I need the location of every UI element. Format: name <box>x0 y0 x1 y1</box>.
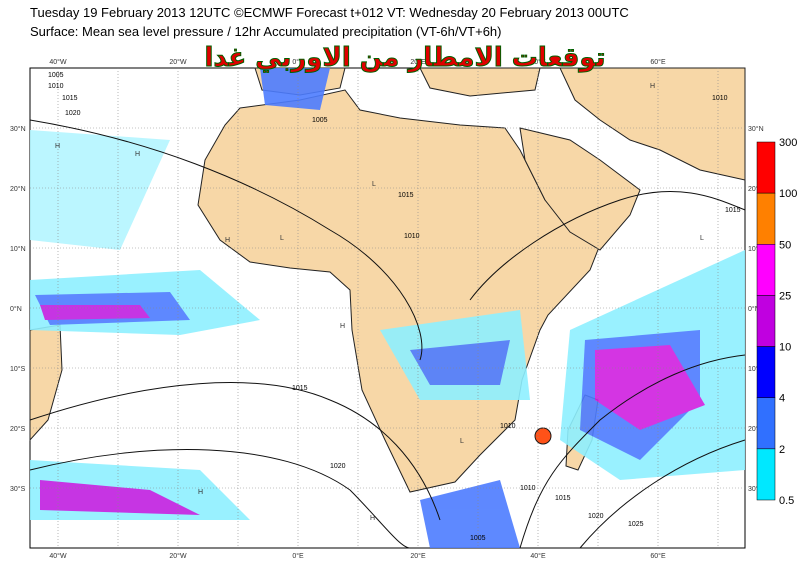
lat-label: 30°N <box>748 125 764 133</box>
isobar-label: 1005 <box>470 535 486 542</box>
colorbar-segment <box>756 244 776 296</box>
isobar-label: 1010 <box>520 485 536 492</box>
lat-label: 20°S <box>748 425 764 433</box>
isobar-label: 1020 <box>65 110 81 117</box>
lon-label: 20°W <box>169 552 187 560</box>
lon-label: 20°W <box>169 58 187 66</box>
isobar-label: 1025 <box>628 521 644 528</box>
pressure-center: H <box>340 323 345 330</box>
isobar-label: 1010 <box>404 233 420 240</box>
pressure-center: L <box>372 181 376 188</box>
lon-label: 20°E <box>410 58 426 66</box>
isobar-label: 1005 <box>48 72 64 79</box>
pressure-center: H <box>225 237 230 244</box>
colorbar-segment <box>756 141 776 194</box>
pressure-center: H <box>55 143 60 150</box>
isobar-label: 1010 <box>712 95 728 102</box>
lon-label: 20°E <box>410 552 426 560</box>
pressure-center: L <box>460 438 464 445</box>
header-line-2: Surface: Mean sea level pressure / 12hr … <box>30 24 502 39</box>
pressure-center: H <box>198 489 203 496</box>
lat-label: 20°N <box>10 185 26 193</box>
lat-label: 20°S <box>10 425 26 433</box>
isobar-label: 1015 <box>62 95 78 102</box>
lon-label: 40°E <box>530 58 546 66</box>
overlay-title: توقعات الامطار من الاوربي غدا <box>205 43 606 73</box>
isobar-label: 1015 <box>725 207 741 214</box>
colorbar-label: 10 <box>779 342 791 354</box>
colorbar-label: 300 <box>779 137 797 149</box>
colorbar-label: 100 <box>779 188 797 200</box>
lat-label: 10°S <box>748 365 764 373</box>
isobar-label: 1015 <box>398 192 414 199</box>
pressure-center: L <box>700 235 704 242</box>
lon-label: 40°W <box>49 552 67 560</box>
lat-label: 0°N <box>748 305 760 313</box>
isobar-label: 1005 <box>312 117 328 124</box>
pressure-center: H <box>650 83 655 90</box>
colorbar-segment <box>756 346 776 398</box>
lat-label: 10°N <box>748 245 764 253</box>
lon-label: 40°W <box>49 58 67 66</box>
lon-label: 60°E <box>650 552 666 560</box>
lon-label: 0°E <box>292 58 304 66</box>
lat-label: 10°N <box>10 245 26 253</box>
lon-label: 60°E <box>650 58 666 66</box>
graticule <box>30 68 745 548</box>
precipitation <box>30 68 745 548</box>
lat-label: 0°N <box>10 305 22 313</box>
isobar-label: 1020 <box>588 513 604 520</box>
colorbar-label: 2 <box>779 444 785 456</box>
lat-label: 20°N <box>748 185 764 193</box>
header-line-1: Tuesday 19 February 2013 12UTC ©ECMWF Fo… <box>30 5 629 20</box>
lon-label: 0°E <box>292 552 304 560</box>
colorbar-label: 50 <box>779 239 791 251</box>
colorbar-segment <box>756 295 776 347</box>
isobars <box>29 119 746 549</box>
isobar-label: 1010 <box>48 83 64 90</box>
pressure-center: H <box>135 151 140 158</box>
lat-label: 30°N <box>10 125 26 133</box>
colorbar-segment <box>756 448 776 501</box>
colorbar-label: 0.5 <box>779 495 794 507</box>
pressure-center: L <box>280 235 284 242</box>
isobar-label: 1020 <box>330 463 346 470</box>
colorbar-label: 4 <box>779 393 785 405</box>
lat-label: 10°S <box>10 365 26 373</box>
lat-label: 30°S <box>748 485 764 493</box>
isobar-label: 1010 <box>500 423 516 430</box>
lon-label: 40°E <box>530 552 546 560</box>
isobar-label: 1015 <box>292 385 308 392</box>
map-labels: 30°N 30°N 20°N 20°N 10°N 10°N 0°N 0°N 10°S 10°S 20… <box>10 58 764 560</box>
colorbar-label: 25 <box>779 290 791 302</box>
colorbar: 300 100 50 25 10 4 2 0.5 <box>756 137 797 507</box>
isobar-label: 1015 <box>555 495 571 502</box>
lat-label: 30°S <box>10 485 26 493</box>
colorbar-segment <box>756 397 776 450</box>
pressure-center: H <box>370 515 375 522</box>
colorbar-segment <box>756 192 776 245</box>
